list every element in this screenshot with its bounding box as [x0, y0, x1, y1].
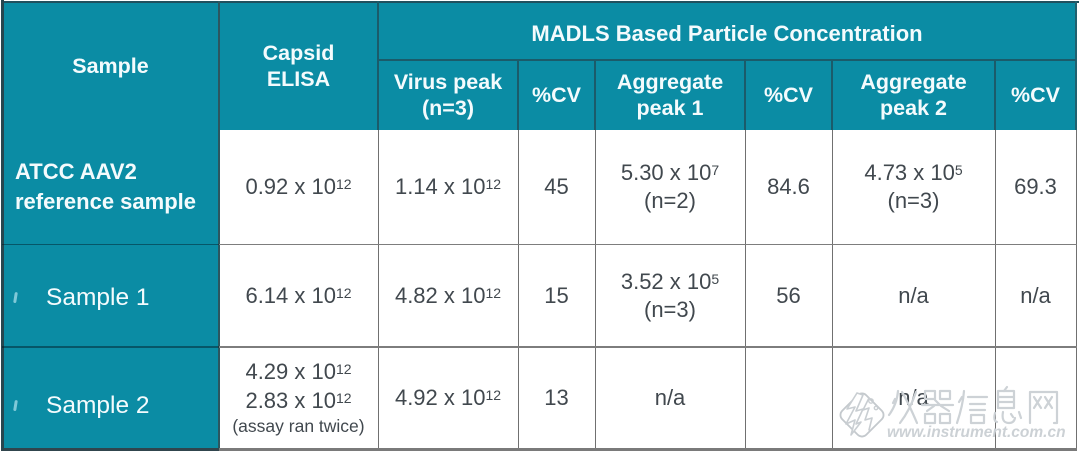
svg-text:www.instrument.com.cn: www.instrument.com.cn [887, 424, 1066, 441]
